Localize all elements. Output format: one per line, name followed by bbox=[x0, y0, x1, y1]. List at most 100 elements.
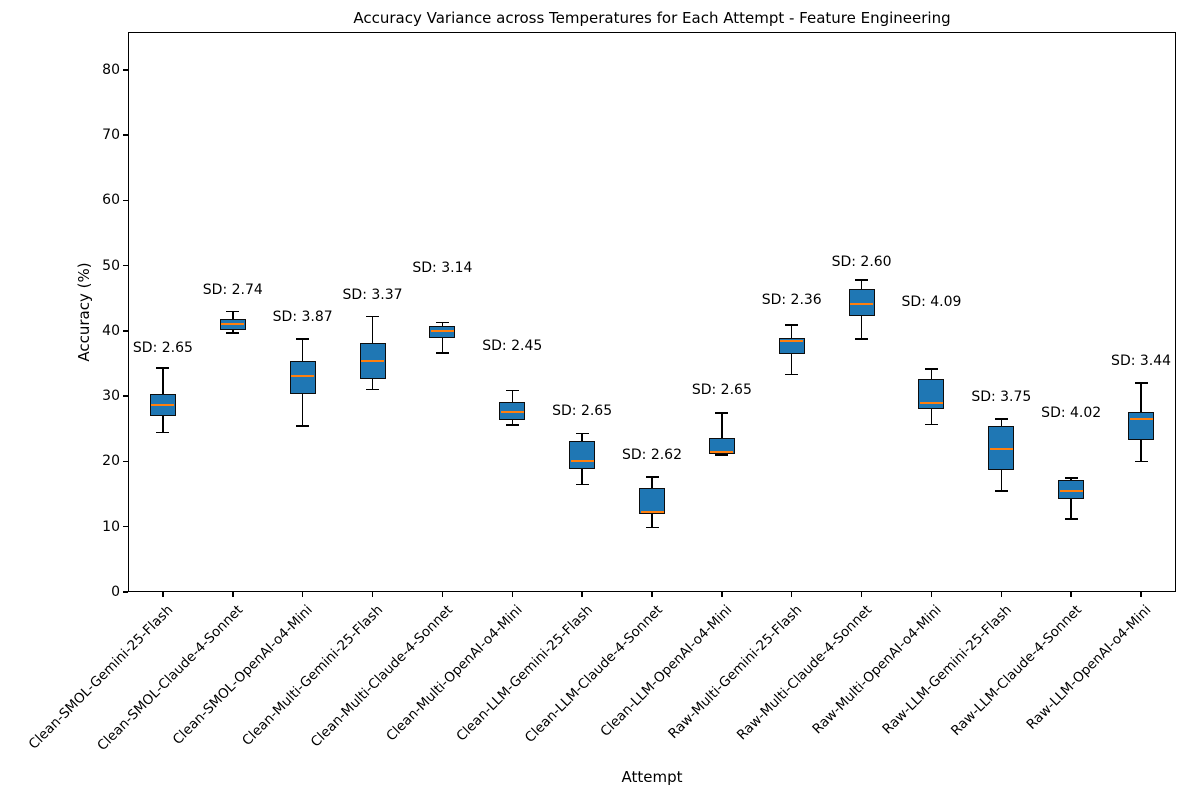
lower-cap bbox=[855, 338, 869, 340]
x-tick-label: Raw-LLM-Claude-4-Sonnet bbox=[947, 602, 1085, 739]
lower-whisker bbox=[301, 393, 304, 427]
upper-whisker bbox=[301, 338, 304, 361]
lower-whisker bbox=[511, 420, 514, 425]
upper-whisker bbox=[511, 390, 514, 403]
box bbox=[1058, 479, 1085, 500]
upper-cap bbox=[855, 279, 869, 281]
x-tick-mark bbox=[441, 592, 444, 597]
box bbox=[289, 360, 316, 394]
lower-cap bbox=[1134, 460, 1148, 463]
lower-cap bbox=[645, 526, 659, 529]
sd-annotation: SD: 2.74 bbox=[202, 282, 263, 299]
upper-cap bbox=[785, 324, 799, 326]
median-line bbox=[221, 323, 245, 326]
sd-annotation: SD: 3.87 bbox=[272, 308, 333, 325]
x-tick-mark bbox=[1140, 592, 1142, 597]
x-tick-mark bbox=[651, 592, 653, 597]
median-line bbox=[500, 410, 524, 413]
sd-annotation: SD: 3.37 bbox=[342, 287, 403, 304]
upper-whisker bbox=[1000, 419, 1003, 427]
box bbox=[1128, 411, 1155, 440]
lower-cap bbox=[226, 332, 240, 334]
lower-cap bbox=[715, 454, 729, 456]
lower-cap bbox=[1064, 518, 1078, 520]
lower-whisker bbox=[232, 329, 234, 333]
median-line bbox=[570, 460, 594, 463]
lower-whisker bbox=[1070, 499, 1072, 519]
y-tick-label: 0 bbox=[111, 584, 120, 600]
upper-cap bbox=[924, 368, 938, 370]
upper-whisker bbox=[162, 368, 164, 394]
median-line bbox=[291, 374, 315, 377]
y-tick-mark bbox=[123, 525, 128, 528]
lower-whisker bbox=[651, 513, 653, 528]
sd-annotation: SD: 2.36 bbox=[761, 292, 822, 309]
median-line bbox=[1059, 489, 1083, 492]
median-line bbox=[850, 302, 874, 305]
lower-cap bbox=[435, 352, 449, 354]
sd-annotation: SD: 3.75 bbox=[971, 388, 1032, 405]
x-tick-mark bbox=[1070, 592, 1072, 597]
x-tick-mark bbox=[930, 592, 933, 597]
median-line bbox=[710, 451, 734, 454]
y-tick-label: 80 bbox=[102, 61, 120, 78]
x-tick-mark bbox=[860, 592, 863, 597]
upper-cap bbox=[296, 338, 310, 340]
lower-cap bbox=[296, 425, 310, 427]
lower-cap bbox=[924, 423, 938, 425]
x-axis-label: Attempt bbox=[621, 768, 683, 786]
x-tick-label: Raw-Multi-OpenAI-o4-Mini bbox=[809, 602, 945, 738]
y-tick-mark bbox=[123, 591, 128, 593]
box bbox=[918, 379, 945, 409]
sd-annotation: SD: 2.65 bbox=[552, 403, 613, 420]
upper-cap bbox=[435, 321, 449, 324]
x-tick-label: Clean-LLM-Gemini-25-Flash bbox=[452, 602, 596, 745]
median-line bbox=[151, 403, 175, 406]
y-tick-label: 60 bbox=[102, 192, 120, 209]
y-tick-mark bbox=[123, 395, 128, 397]
x-tick-label: Clean-SMOL-OpenAI-o4-Mini bbox=[170, 602, 316, 748]
x-tick-label: Clean-LLM-Claude-4-Sonnet bbox=[521, 602, 666, 746]
y-tick-mark bbox=[123, 460, 128, 463]
upper-cap bbox=[1064, 477, 1078, 479]
lower-cap bbox=[156, 431, 170, 434]
sd-annotation: SD: 3.14 bbox=[412, 260, 473, 277]
median-line bbox=[780, 340, 804, 343]
x-tick-label: Raw-Multi-Gemini-25-Flash bbox=[665, 602, 806, 742]
upper-cap bbox=[505, 389, 519, 392]
upper-whisker bbox=[790, 325, 793, 339]
y-tick-mark bbox=[123, 134, 128, 136]
x-tick-label: Clean-LLM-OpenAI-o4-Mini bbox=[597, 602, 736, 740]
x-tick-mark bbox=[232, 592, 234, 597]
upper-whisker bbox=[441, 322, 444, 326]
upper-whisker bbox=[371, 316, 374, 344]
median-line bbox=[361, 359, 385, 362]
lower-whisker bbox=[930, 408, 933, 425]
upper-cap bbox=[1134, 382, 1148, 384]
x-tick-mark bbox=[1000, 592, 1003, 597]
median-line bbox=[640, 510, 664, 513]
x-tick-mark bbox=[790, 592, 793, 597]
upper-cap bbox=[715, 412, 729, 414]
lower-whisker bbox=[860, 315, 863, 339]
x-tick-mark bbox=[511, 592, 514, 597]
box bbox=[639, 488, 665, 514]
y-tick-mark bbox=[123, 69, 128, 71]
lower-cap bbox=[785, 373, 799, 376]
upper-cap bbox=[366, 315, 380, 318]
y-tick-label: 30 bbox=[102, 388, 120, 405]
y-tick-label: 50 bbox=[102, 257, 120, 274]
y-tick-mark bbox=[123, 199, 128, 202]
lower-whisker bbox=[441, 338, 444, 354]
x-tick-label: Raw-Multi-Claude-4-Sonnet bbox=[733, 602, 875, 744]
y-tick-mark bbox=[123, 330, 128, 332]
x-tick-mark bbox=[721, 592, 723, 597]
sd-annotation: SD: 2.62 bbox=[621, 446, 683, 463]
sd-annotation: SD: 2.45 bbox=[482, 337, 543, 354]
upper-cap bbox=[994, 418, 1008, 420]
y-tick-mark bbox=[123, 264, 128, 267]
upper-whisker bbox=[232, 311, 234, 320]
lower-whisker bbox=[1140, 439, 1142, 462]
sd-annotation: SD: 4.09 bbox=[901, 294, 962, 311]
